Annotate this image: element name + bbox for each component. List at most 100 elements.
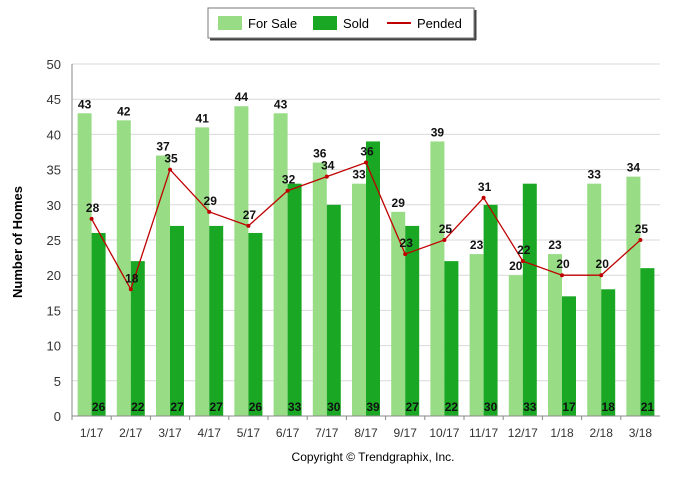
bar-sold — [91, 232, 106, 416]
pended-point — [89, 216, 94, 221]
bar-for-sale — [508, 275, 523, 416]
x-tick-label: 11/17 — [469, 426, 498, 440]
data-label-pended: 32 — [282, 173, 296, 187]
data-label-sold: 30 — [484, 400, 498, 414]
data-label-sold: 17 — [562, 400, 576, 414]
axis-layer: 0 5 10 15 20 25 30 35 40 45 50 1/17 2/17 3/17 4/17 5/17… — [47, 57, 660, 440]
pended-point — [520, 259, 525, 264]
legend-label-pended: Pended — [417, 16, 462, 31]
y-tick-label: 25 — [47, 233, 61, 248]
data-label-for-sale: 23 — [470, 238, 484, 252]
y-tick-label: 50 — [47, 57, 61, 72]
bar-for-sale — [469, 254, 484, 416]
data-label-pended: 35 — [164, 152, 178, 166]
data-label-sold: 22 — [131, 400, 145, 414]
data-label-pended: 25 — [439, 222, 453, 236]
data-label-pended: 23 — [400, 236, 414, 250]
bar-for-sale — [116, 120, 131, 416]
bar-sold — [522, 183, 537, 416]
bar-for-sale — [352, 183, 366, 416]
data-label-for-sale: 39 — [431, 125, 445, 139]
data-label-sold: 22 — [445, 400, 459, 414]
pended-point — [168, 167, 172, 172]
data-label-pended: 34 — [321, 159, 335, 173]
pended-point — [599, 273, 604, 278]
legend-box — [207, 7, 475, 39]
data-label-for-sale: 29 — [392, 196, 406, 210]
bar-sold — [326, 204, 341, 416]
bar-sold — [130, 261, 145, 416]
data-label-sold: 39 — [366, 400, 380, 414]
copyright-text: Copyright © Trendgraphix, Inc. — [292, 450, 455, 464]
data-label-for-sale: 34 — [627, 161, 641, 175]
data-label-pended: 25 — [635, 222, 649, 236]
data-label-pended: 22 — [517, 243, 531, 257]
bar-for-sale — [548, 254, 562, 416]
data-label-for-sale: 37 — [156, 140, 170, 154]
x-tick-label: 3/18 — [629, 426, 653, 440]
data-label-for-sale: 33 — [352, 168, 366, 182]
data-label-for-sale: 41 — [196, 111, 210, 125]
y-axis-title: Number of Homes — [10, 186, 25, 298]
data-label-pended: 20 — [596, 257, 610, 271]
legend-swatch-for-sale — [218, 16, 242, 30]
bar-sold — [287, 183, 302, 416]
legend-label-for-sale: For Sale — [248, 16, 297, 31]
data-label-for-sale: 36 — [313, 147, 327, 161]
legend-swatch-sold — [313, 16, 337, 30]
bar-for-sale — [587, 183, 602, 416]
data-label-sold: 21 — [641, 400, 655, 414]
x-tick-label: 12/17 — [508, 426, 538, 440]
data-label-pended: 31 — [478, 180, 492, 194]
data-label-sold: 26 — [92, 400, 106, 414]
x-tick-label: 4/17 — [198, 426, 222, 440]
data-label-layer: 43 26 42 22 37 27 41 27 44 26 43 33 36 30 33 39 29 27 39 22… — [78, 90, 654, 414]
data-label-pended: 36 — [360, 145, 374, 159]
data-label-sold: 33 — [288, 400, 302, 414]
pended-point — [128, 287, 133, 292]
x-tick-label: 8/17 — [354, 426, 378, 440]
bar-sold — [444, 261, 459, 416]
data-label-pended: 18 — [125, 271, 139, 285]
x-tick-label: 1/18 — [550, 426, 574, 440]
pended-point — [403, 252, 408, 257]
data-label-pended: 27 — [243, 208, 257, 222]
bar-sold — [170, 225, 184, 416]
y-tick-label: 10 — [47, 339, 61, 354]
x-tick-label: 10/17 — [429, 426, 459, 440]
bar-sold — [640, 268, 655, 416]
data-label-sold: 27 — [406, 400, 420, 414]
bar-sold — [562, 296, 576, 416]
y-tick-label: 5 — [54, 374, 61, 389]
y-tick-label: 15 — [47, 303, 61, 318]
bar-for-sale — [626, 176, 641, 416]
data-label-for-sale: 44 — [235, 90, 249, 104]
bar-sold — [248, 232, 263, 416]
bar-for-sale — [77, 113, 92, 416]
bar-for-sale — [391, 211, 406, 416]
pended-point — [560, 273, 564, 278]
x-tick-label: 5/17 — [237, 426, 261, 440]
data-label-for-sale: 20 — [509, 259, 523, 273]
data-label-sold: 27 — [170, 400, 184, 414]
pended-point — [324, 174, 329, 179]
bar-sold — [366, 141, 380, 416]
bar-for-sale — [312, 162, 327, 416]
data-label-sold: 33 — [523, 400, 537, 414]
data-label-pended: 20 — [556, 257, 570, 271]
data-label-for-sale: 42 — [117, 104, 131, 118]
pended-point — [442, 238, 447, 242]
y-tick-label: 40 — [47, 127, 61, 142]
data-label-for-sale: 33 — [588, 168, 602, 182]
pended-point — [481, 195, 486, 200]
y-tick-label: 0 — [54, 409, 61, 424]
data-label-sold: 27 — [210, 400, 224, 414]
pended-point — [285, 188, 290, 193]
y-tick-label: 20 — [47, 268, 61, 283]
data-label-for-sale: 43 — [78, 97, 92, 111]
y-tick-label: 35 — [47, 163, 61, 178]
pended-point — [246, 223, 251, 228]
bar-sold — [601, 289, 616, 416]
